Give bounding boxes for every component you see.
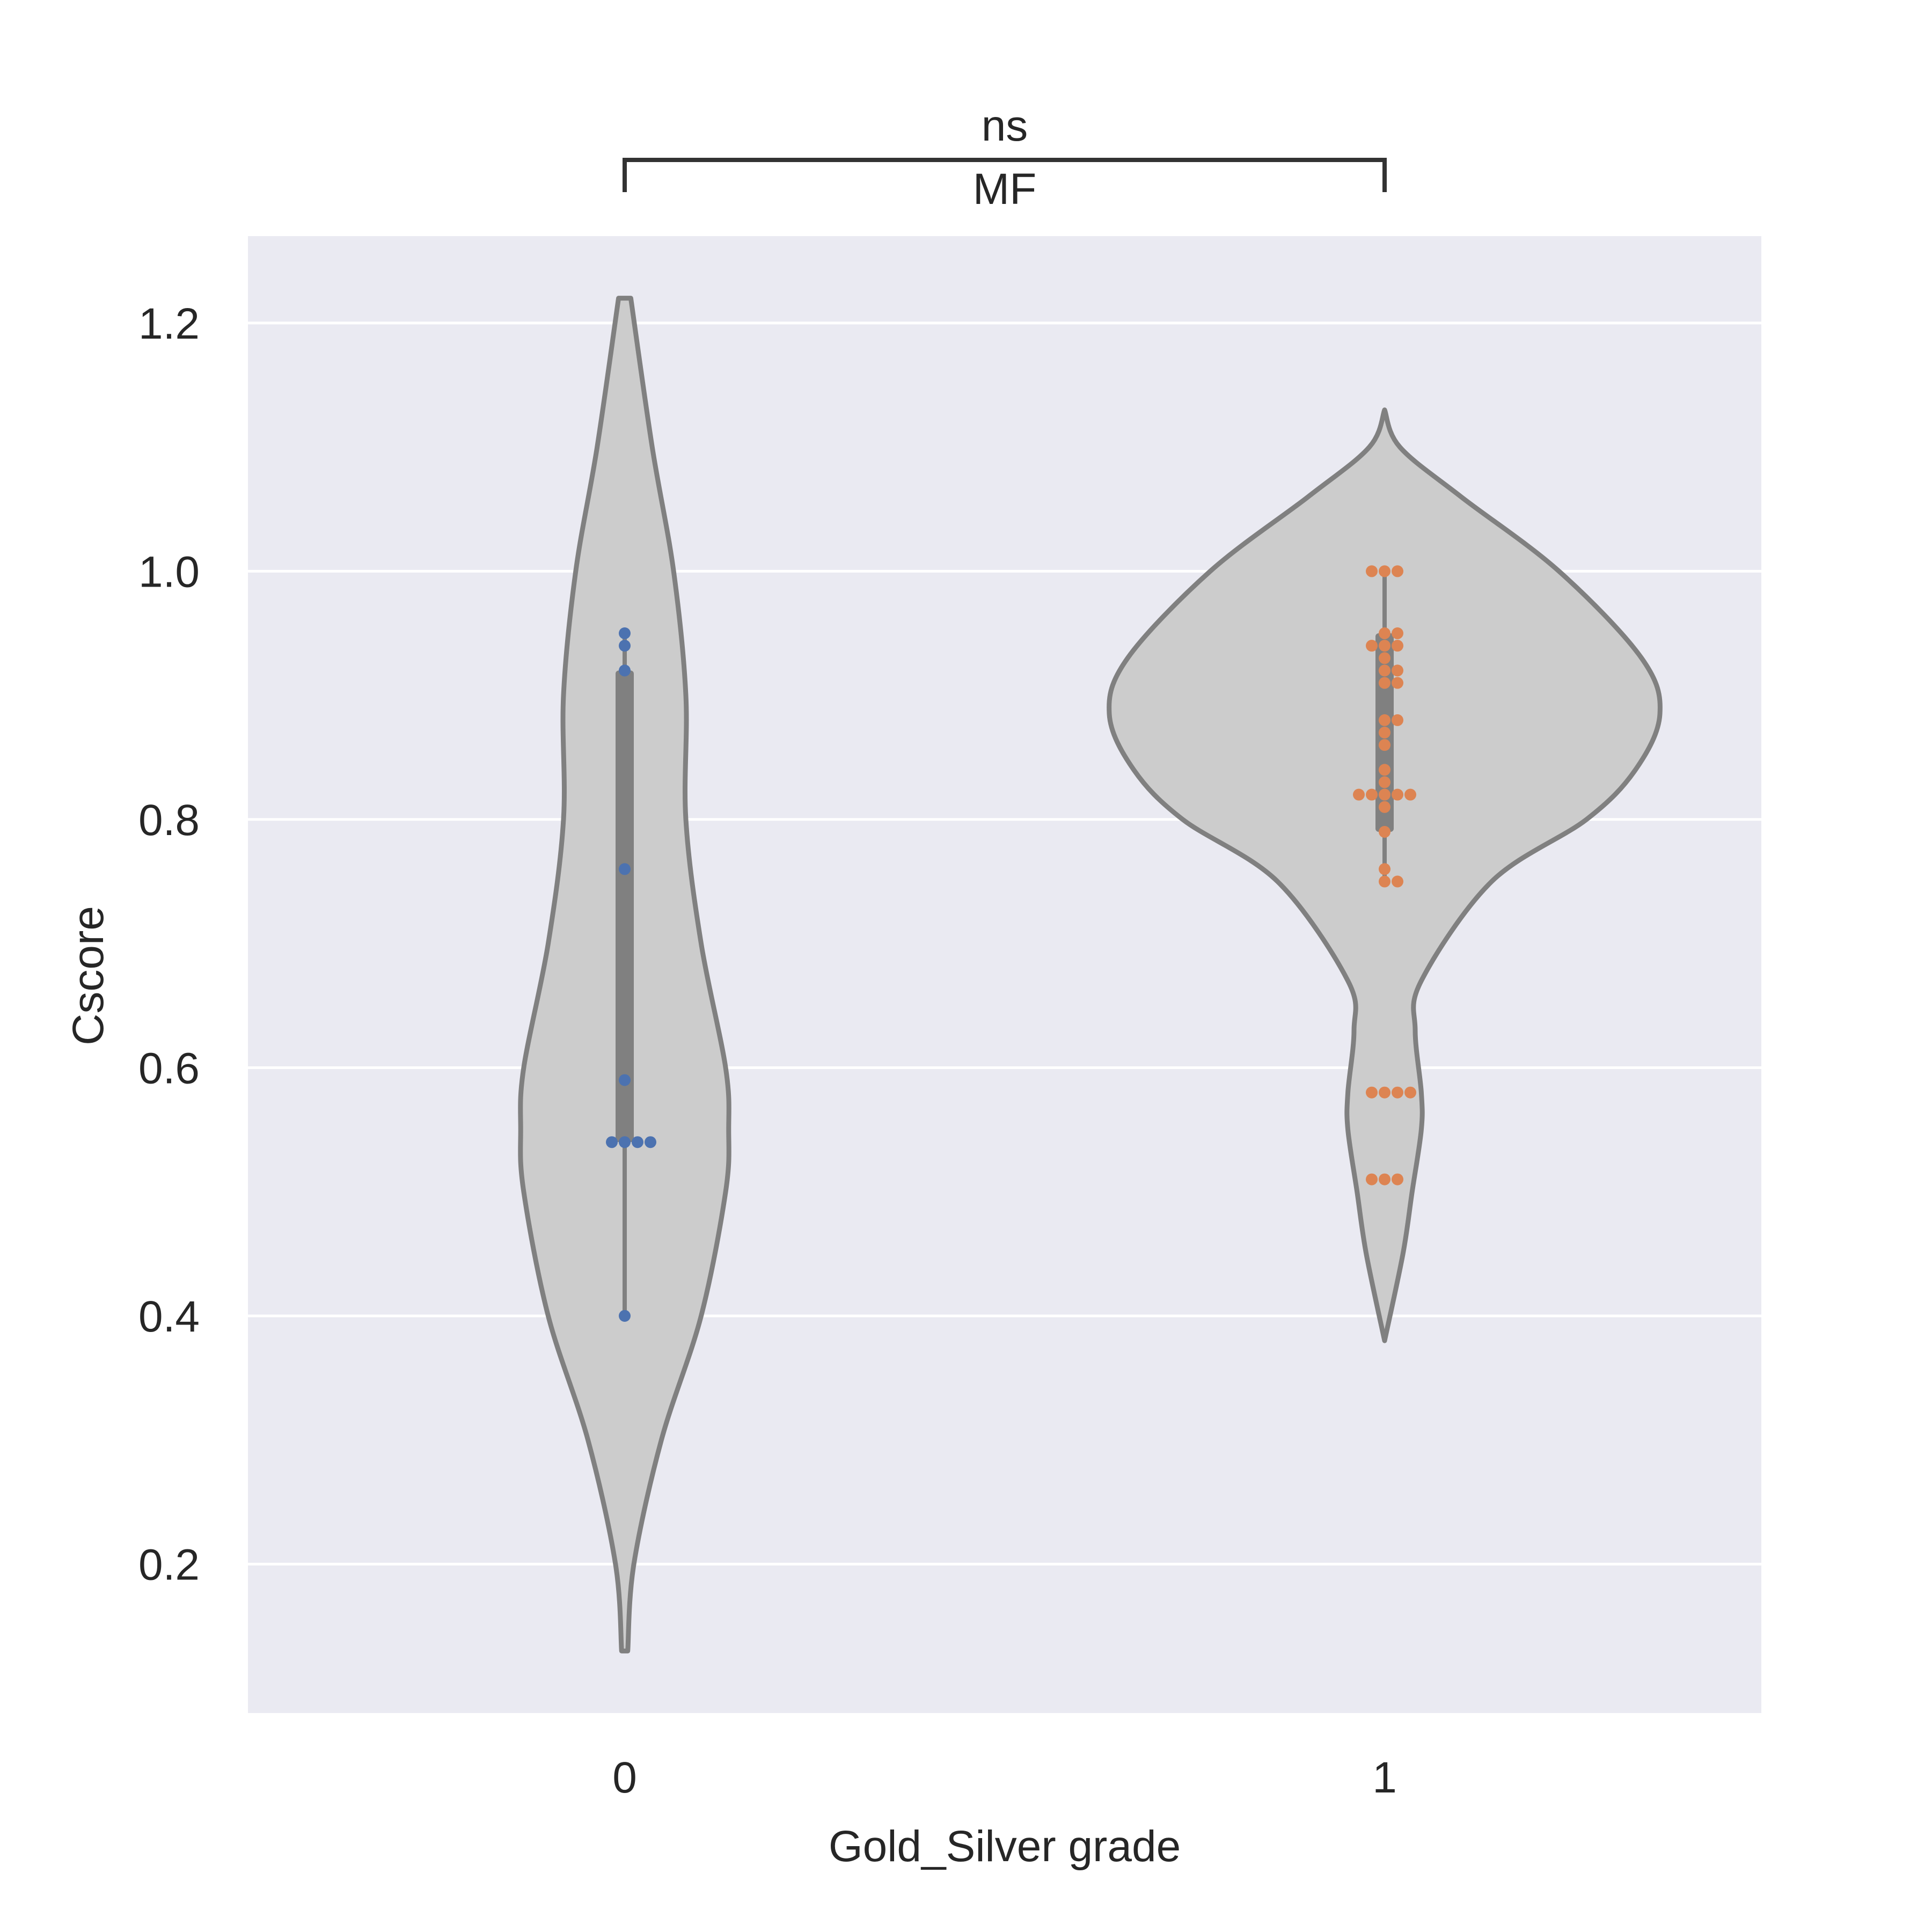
x-tick-label: 0 <box>612 1753 637 1802</box>
y-tick-label: 0.8 <box>138 796 200 845</box>
data-point <box>1379 801 1391 813</box>
data-point <box>1366 565 1378 577</box>
data-point <box>1404 1086 1416 1099</box>
y-tick-label: 1.2 <box>138 299 200 348</box>
data-point <box>606 1136 618 1148</box>
data-point <box>1379 714 1391 726</box>
data-point <box>632 1136 643 1148</box>
data-point <box>1404 788 1416 801</box>
data-point <box>619 863 631 875</box>
data-point <box>1379 677 1391 689</box>
data-point <box>1379 776 1391 788</box>
iqr-box-0 <box>616 670 634 1143</box>
data-point <box>1392 714 1403 726</box>
y-tick-label: 0.6 <box>138 1044 200 1093</box>
data-points <box>606 565 1416 1322</box>
data-point <box>619 627 631 640</box>
data-point <box>1366 640 1378 652</box>
data-point <box>1379 875 1391 888</box>
data-point <box>645 1136 656 1148</box>
data-point <box>619 1074 631 1086</box>
y-tick-labels: 0.2 0.4 0.6 0.8 1.0 1.2 <box>138 299 200 1590</box>
data-point <box>1379 1086 1391 1099</box>
data-point <box>1379 1173 1391 1185</box>
data-point <box>619 1309 631 1322</box>
x-axis-label: Gold_Silver grade <box>829 1822 1181 1871</box>
significance-annotation: ns MF <box>623 101 1387 214</box>
x-tick-label: 1 <box>1372 1753 1397 1802</box>
data-point <box>1392 565 1403 577</box>
data-point <box>1379 664 1391 677</box>
y-tick-label: 0.2 <box>138 1540 200 1589</box>
data-point <box>1379 826 1391 838</box>
data-point <box>1379 863 1391 875</box>
data-point <box>1379 640 1391 652</box>
data-point <box>1379 788 1391 801</box>
significance-bracket <box>623 158 1387 192</box>
data-point <box>1392 875 1403 888</box>
significance-label-top: ns <box>982 101 1028 150</box>
data-point <box>1392 640 1403 652</box>
data-point <box>619 1136 631 1148</box>
data-point <box>1379 739 1391 751</box>
data-point <box>1392 677 1403 689</box>
data-point <box>1379 627 1391 640</box>
y-tick-label: 1.0 <box>138 547 200 596</box>
data-point <box>1392 664 1403 677</box>
data-point <box>1366 788 1378 801</box>
plot-area <box>248 236 1761 1713</box>
data-point <box>1366 1173 1378 1185</box>
grid-lines <box>248 321 1761 1565</box>
data-point <box>1392 1173 1403 1185</box>
significance-label-bottom: MF <box>973 165 1036 214</box>
y-tick-label: 0.4 <box>138 1292 200 1341</box>
data-point <box>1379 764 1391 776</box>
data-point <box>1392 1086 1403 1099</box>
data-point <box>619 664 631 677</box>
data-point <box>1379 652 1391 664</box>
data-point <box>1379 565 1391 577</box>
data-point <box>1392 627 1403 640</box>
data-point <box>1353 788 1365 801</box>
y-axis-label: Cscore <box>64 906 113 1045</box>
data-point <box>619 640 631 652</box>
data-point <box>1379 727 1391 739</box>
data-point <box>1366 1086 1378 1099</box>
data-point <box>1392 788 1403 801</box>
